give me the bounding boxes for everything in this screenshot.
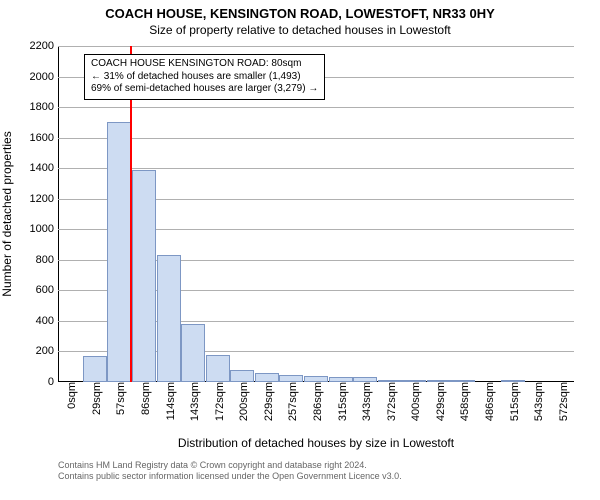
x-tick-label: 200sqm — [234, 382, 250, 421]
x-axis-label: Distribution of detached houses by size … — [58, 436, 574, 450]
x-tick-label: 572sqm — [554, 382, 570, 421]
attribution: Contains HM Land Registry data © Crown c… — [58, 460, 402, 482]
y-tick-label: 1400 — [30, 162, 58, 174]
histogram-bar — [132, 170, 156, 382]
gridline — [58, 107, 574, 108]
y-tick-label: 1600 — [30, 132, 58, 144]
y-tick-label: 1000 — [30, 223, 58, 235]
x-tick-label: 143sqm — [185, 382, 201, 421]
legend-line-1: COACH HOUSE KENSINGTON ROAD: 80sqm — [91, 58, 318, 71]
plot-area: 0200400600800100012001400160018002000220… — [58, 46, 574, 382]
legend-line-3: 69% of semi-detached houses are larger (… — [91, 83, 318, 96]
histogram-bar — [255, 373, 279, 382]
legend-line-2: ← 31% of detached houses are smaller (1,… — [91, 71, 318, 84]
histogram-bar — [181, 324, 205, 382]
x-tick-label: 114sqm — [161, 382, 177, 420]
gridline — [58, 46, 574, 47]
y-tick-label: 200 — [36, 345, 58, 357]
legend-box: COACH HOUSE KENSINGTON ROAD: 80sqm ← 31%… — [84, 54, 325, 100]
x-tick-label: 286sqm — [308, 382, 324, 421]
x-tick-label: 543sqm — [529, 382, 545, 421]
y-tick-label: 600 — [36, 284, 58, 296]
y-tick-label: 1200 — [30, 193, 58, 205]
histogram-bar — [83, 356, 107, 382]
histogram-bar — [230, 370, 254, 382]
y-tick-label: 800 — [36, 254, 58, 266]
x-tick-label: 429sqm — [431, 382, 447, 421]
attribution-line-2: Contains public sector information licen… — [58, 471, 402, 482]
x-tick-label: 229sqm — [259, 382, 275, 421]
y-tick-label: 0 — [48, 376, 58, 388]
histogram-bar — [107, 122, 131, 382]
y-tick-label: 2200 — [30, 40, 58, 52]
x-tick-label: 86sqm — [136, 382, 152, 415]
y-tick-label: 400 — [36, 315, 58, 327]
x-tick-label: 372sqm — [382, 382, 398, 421]
chart-subtitle: Size of property relative to detached ho… — [0, 21, 600, 37]
y-axis-label: Number of detached properties — [0, 131, 14, 296]
x-tick-label: 486sqm — [480, 382, 496, 421]
gridline — [58, 138, 574, 139]
histogram-bar — [157, 255, 181, 382]
y-tick-label: 2000 — [30, 71, 58, 83]
x-tick-label: 515sqm — [505, 382, 521, 421]
y-axis-line — [58, 46, 59, 382]
x-tick-label: 315sqm — [333, 382, 349, 421]
x-tick-label: 400sqm — [406, 382, 422, 421]
x-tick-label: 257sqm — [283, 382, 299, 421]
x-tick-label: 57sqm — [111, 382, 127, 415]
x-tick-label: 343sqm — [357, 382, 373, 421]
y-tick-label: 1800 — [30, 101, 58, 113]
attribution-line-1: Contains HM Land Registry data © Crown c… — [58, 460, 402, 471]
histogram-bar — [206, 355, 230, 382]
x-tick-label: 29sqm — [87, 382, 103, 415]
histogram-bar — [279, 375, 303, 382]
x-tick-label: 458sqm — [455, 382, 471, 421]
chart-title: COACH HOUSE, KENSINGTON ROAD, LOWESTOFT,… — [0, 0, 600, 21]
x-tick-label: 0sqm — [62, 382, 78, 409]
x-tick-label: 172sqm — [210, 382, 226, 421]
